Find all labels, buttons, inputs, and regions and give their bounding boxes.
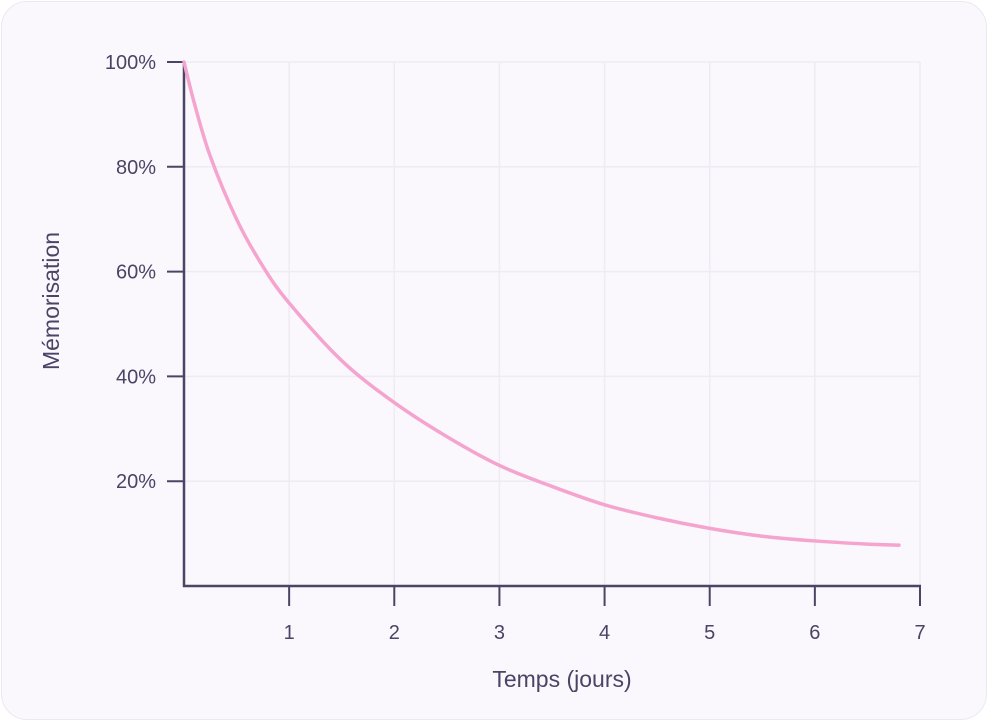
- y-tick-label: 100%: [105, 52, 156, 74]
- x-axis-label: Temps (jours): [492, 666, 631, 692]
- x-tick-label: 1: [284, 622, 295, 644]
- x-tick-label: 5: [704, 622, 715, 644]
- grid-lines: [184, 61, 921, 586]
- axes: [167, 61, 921, 606]
- y-tick-label: 60%: [116, 262, 156, 284]
- y-tick-label: 40%: [116, 366, 156, 388]
- x-tick-label: 6: [809, 622, 820, 644]
- y-tick-label: 80%: [116, 157, 156, 179]
- series-group: [182, 60, 901, 547]
- x-tick-label: 7: [914, 622, 925, 644]
- tick-labels: 1 2 3 4 5 6 7 20% 40% 60% 80% 100%: [105, 52, 926, 644]
- y-tick-label: 20%: [116, 471, 156, 493]
- x-tick-label: 2: [389, 622, 400, 644]
- y-axis-label: Mémorisation: [38, 232, 64, 370]
- x-tick-label: 3: [494, 622, 505, 644]
- series-line: [182, 60, 901, 547]
- x-tick-label: 4: [599, 622, 610, 644]
